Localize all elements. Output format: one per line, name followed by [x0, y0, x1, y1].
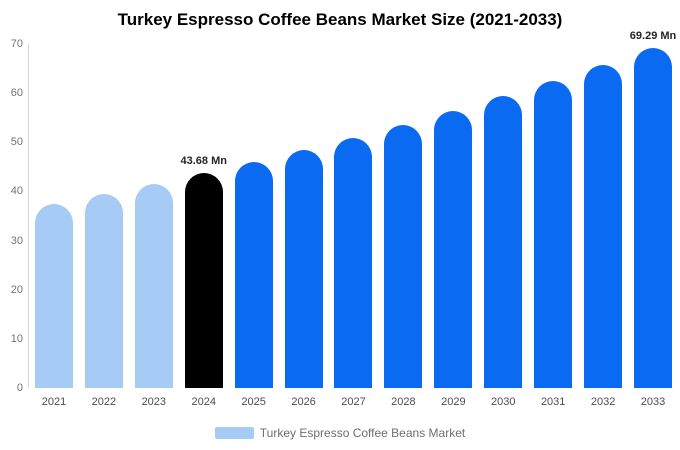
y-tick-label: 20	[10, 283, 23, 296]
bar-slot: 69.29 Mn	[628, 30, 678, 388]
chart-title: Turkey Espresso Coffee Beans Market Size…	[117, 10, 563, 29]
bar-2028[interactable]	[384, 124, 423, 388]
bar-slot	[129, 44, 179, 388]
bar-2032[interactable]	[584, 64, 623, 388]
y-tick-label: 40	[10, 185, 23, 198]
bar-slot	[428, 44, 478, 388]
bar-slot	[528, 44, 578, 388]
bar-slot	[79, 44, 129, 388]
bar-2031[interactable]	[534, 80, 573, 388]
x-tick-label-2029: 2029	[441, 396, 466, 408]
x-tick-label-2028: 2028	[391, 396, 416, 408]
x-tick-label-2021: 2021	[41, 396, 67, 408]
bar-2025[interactable]	[234, 162, 273, 388]
bar-2030[interactable]	[484, 96, 523, 388]
x-tick-label-2030: 2030	[491, 396, 516, 408]
bar-2024[interactable]	[184, 173, 223, 388]
bar-2029[interactable]	[434, 110, 473, 388]
legend-item[interactable]: Turkey Espresso Coffee Beans Market	[0, 426, 680, 440]
bar-slot	[279, 44, 329, 388]
x-tick-label-2025: 2025	[241, 396, 266, 408]
plot-area: 43.68 Mn 69.29 Mn	[29, 30, 678, 388]
bar-2026[interactable]	[284, 150, 323, 388]
bar-value-label-2024: 43.68 Mn	[180, 155, 227, 168]
bar-2021[interactable]	[34, 204, 73, 388]
x-tick-label-2026: 2026	[291, 396, 316, 408]
legend-swatch	[214, 427, 254, 439]
x-tick-label-2024: 2024	[191, 396, 216, 408]
bar-2023[interactable]	[134, 184, 173, 388]
bar-slot: 43.68 Mn	[179, 44, 229, 388]
bar-slot	[29, 44, 79, 388]
bar-slot	[329, 44, 379, 388]
x-tick-label-2031: 2031	[540, 396, 566, 408]
bar-slot	[229, 44, 279, 388]
bar-value-label-2033: 69.29 Mn	[629, 29, 677, 42]
y-tick-label: 0	[16, 382, 23, 394]
x-tick-label-2032: 2032	[590, 396, 616, 408]
x-tick-label-2027: 2027	[341, 396, 366, 408]
bar-2027[interactable]	[334, 137, 373, 388]
x-tick-label-2022: 2022	[91, 396, 117, 408]
x-tick-label-2023: 2023	[141, 396, 167, 408]
bar-slot	[578, 44, 628, 388]
x-tick-label-2033: 2033	[640, 396, 666, 408]
bar-2022[interactable]	[84, 194, 123, 388]
y-axis-line	[28, 44, 29, 388]
bar-slot	[378, 44, 428, 388]
y-tick-label: 30	[10, 234, 23, 247]
bar-slot	[478, 44, 528, 388]
x-axis-labels: 2021 2022 2023 2024 2025 2026 2027 2028 2029 2030…	[29, 396, 678, 408]
y-tick-label: 50	[10, 136, 23, 149]
bar-2033[interactable]	[634, 47, 673, 388]
y-tick-label: 60	[10, 87, 23, 100]
y-tick-label: 70	[10, 38, 23, 50]
y-tick-label: 10	[10, 332, 23, 345]
legend-label: Turkey Espresso Coffee Beans Market	[259, 426, 466, 440]
